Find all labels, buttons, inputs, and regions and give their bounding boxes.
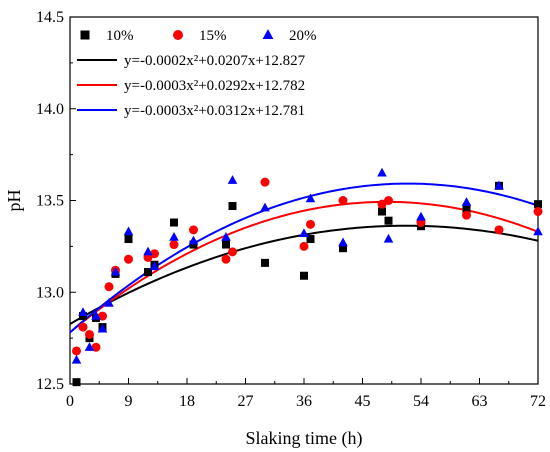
legend-marker-3 [262, 29, 274, 39]
data-point-triangle-20 [383, 233, 394, 243]
data-point-triangle-24 [533, 226, 543, 236]
data-point-square-19 [384, 216, 393, 225]
x-tick-label-18: 18 [179, 393, 195, 410]
x-tick-label-72: 72 [530, 393, 546, 410]
data-point-square-11 [189, 240, 198, 249]
data-point-triangle-19 [377, 167, 387, 177]
data-point-square-7 [124, 235, 133, 244]
x-tick-label-27: 27 [238, 393, 254, 410]
data-point-triangle-16 [299, 228, 309, 238]
legend-fit-equation-2: y=-0.0003x²+0.0292x+12.782 [124, 78, 305, 94]
data-point-triangle-7 [110, 266, 121, 276]
x-tick-label-36: 36 [296, 393, 312, 410]
data-point-square-21 [462, 205, 471, 214]
axis-ticks: 0 9 18 27 36 45 54 63 72 12.5 13.0 13.5 14.0 14.5 [36, 9, 546, 410]
data-point-triangle-13 [221, 231, 231, 241]
legend-marker-1 [80, 30, 90, 40]
data-point-triangle-17 [305, 193, 316, 203]
legend-marker-2 [173, 30, 183, 40]
data-point-circle-6 [104, 282, 114, 292]
x-tick-label-54: 54 [413, 393, 429, 410]
y-tick-label-14: 14.0 [36, 101, 64, 118]
data-point-square-12 [222, 240, 230, 249]
data-point-square-16 [306, 235, 315, 244]
data-point-circle-24 [533, 207, 543, 217]
data-point-square-17 [339, 244, 347, 253]
x-tick-label-45: 45 [355, 393, 371, 410]
fit-curve-2 [69, 200, 539, 334]
data-point-circle-14 [228, 247, 237, 257]
data-point-circle-15 [260, 177, 270, 187]
data-point-circle-23 [494, 225, 504, 235]
data-point-circle-22 [462, 210, 471, 220]
legend-label-3: 20% [289, 28, 317, 44]
y-tick-label-14.5: 14.5 [36, 9, 64, 26]
data-point-square-10 [170, 218, 178, 227]
data-point-circle-3 [85, 329, 94, 339]
data-point-circle-5 [98, 311, 107, 321]
data-point-square-2 [79, 312, 87, 321]
data-point-circle-8 [124, 254, 133, 264]
x-axis-title: Slaking time (h) [246, 428, 363, 449]
data-point-triangle-9 [143, 246, 153, 256]
data-markers [71, 167, 543, 387]
data-point-square-1 [72, 378, 81, 387]
data-point-circle-4 [91, 342, 101, 352]
data-point-square-13 [228, 202, 237, 211]
data-point-circle-13 [221, 254, 231, 264]
data-point-triangle-18 [338, 237, 348, 247]
data-point-triangle-15 [260, 202, 270, 212]
data-point-square-14 [261, 258, 269, 267]
data-point-triangle-23 [494, 180, 504, 190]
data-point-circle-1 [72, 346, 81, 356]
data-point-square-8 [144, 268, 152, 277]
x-tick-label-63: 63 [472, 393, 488, 410]
data-point-triangle-22 [461, 197, 472, 206]
data-point-circle-12 [189, 225, 198, 235]
data-point-triangle-21 [416, 211, 426, 221]
legend-fit-equation-1: y=-0.0002x²+0.0207x+12.827 [124, 53, 306, 69]
data-point-triangle-12 [188, 235, 199, 245]
data-point-triangle-11 [169, 231, 179, 241]
data-point-triangle-6 [104, 298, 114, 307]
legend-label-2: 15% [199, 28, 227, 44]
data-point-circle-18 [338, 196, 348, 205]
y-tick-label-13.5: 13.5 [36, 193, 64, 210]
data-point-triangle-14 [227, 175, 238, 184]
data-point-triangle-4 [91, 310, 101, 320]
data-point-circle-17 [306, 219, 315, 229]
legend-fit-equation-3: y=-0.0003x²+0.0312x+12.781 [124, 103, 305, 119]
data-point-triangle-5 [97, 323, 108, 333]
x-tick-label-0: 0 [66, 393, 74, 410]
data-point-triangle-10 [149, 261, 160, 271]
data-point-square-18 [378, 207, 386, 216]
data-point-circle-16 [299, 241, 309, 251]
data-point-triangle-2 [78, 307, 88, 316]
data-point-circle-20 [384, 196, 393, 205]
data-point-square-23 [534, 200, 542, 209]
y-tick-label-13: 13.0 [36, 284, 64, 301]
data-point-triangle-1 [71, 354, 82, 364]
data-point-circle-11 [169, 240, 179, 250]
x-tick-label-9: 9 [125, 393, 133, 410]
legend: 10% 15% 20% y=-0.0002x²+0.0207x+12.827 y=-0.… [77, 28, 317, 119]
data-point-square-15 [300, 271, 308, 280]
data-point-triangle-8 [123, 226, 134, 236]
y-axis-title: pH [4, 190, 24, 212]
y-tick-label-12.5: 12.5 [36, 376, 64, 393]
legend-label-1: 10% [106, 28, 134, 44]
data-point-circle-2 [78, 322, 88, 332]
data-point-triangle-3 [84, 342, 95, 351]
data-point-circle-10 [150, 249, 159, 259]
